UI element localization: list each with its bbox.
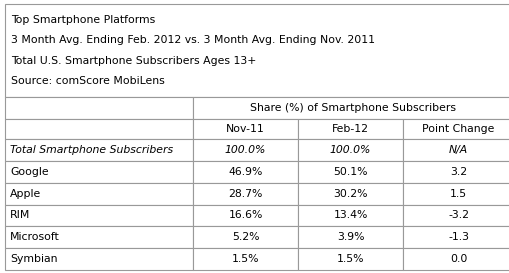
Text: 5.2%: 5.2% bbox=[232, 232, 259, 242]
Bar bbox=[193, 248, 298, 270]
Bar bbox=[5, 183, 193, 204]
Text: 1.5%: 1.5% bbox=[337, 254, 364, 264]
Bar bbox=[193, 226, 298, 248]
Bar bbox=[193, 97, 509, 119]
Text: 1.5: 1.5 bbox=[450, 189, 467, 198]
Text: N/A: N/A bbox=[449, 145, 468, 155]
Text: 3.2: 3.2 bbox=[450, 167, 467, 177]
Text: Total Smartphone Subscribers: Total Smartphone Subscribers bbox=[10, 145, 173, 155]
Bar bbox=[298, 226, 403, 248]
Bar bbox=[193, 183, 298, 204]
Text: 13.4%: 13.4% bbox=[333, 210, 367, 220]
Text: Feb-12: Feb-12 bbox=[332, 124, 369, 134]
Bar bbox=[403, 183, 509, 204]
Text: 30.2%: 30.2% bbox=[333, 189, 367, 198]
Text: RIM: RIM bbox=[10, 210, 31, 220]
Bar bbox=[403, 161, 509, 183]
Bar bbox=[298, 204, 403, 226]
Text: Share (%) of Smartphone Subscribers: Share (%) of Smartphone Subscribers bbox=[250, 103, 457, 113]
Text: 16.6%: 16.6% bbox=[229, 210, 263, 220]
Text: Point Change: Point Change bbox=[422, 124, 495, 134]
Text: Apple: Apple bbox=[10, 189, 41, 198]
Bar bbox=[5, 4, 509, 97]
Text: 100.0%: 100.0% bbox=[225, 145, 266, 155]
Bar bbox=[193, 139, 298, 161]
Bar bbox=[5, 248, 193, 270]
Bar bbox=[403, 226, 509, 248]
Text: Symbian: Symbian bbox=[10, 254, 58, 264]
Text: Top Smartphone Platforms: Top Smartphone Platforms bbox=[11, 15, 155, 25]
Text: 28.7%: 28.7% bbox=[229, 189, 263, 198]
Bar bbox=[403, 139, 509, 161]
Bar bbox=[403, 119, 509, 139]
Bar bbox=[5, 139, 193, 161]
Text: 0.0: 0.0 bbox=[450, 254, 467, 264]
Text: Microsoft: Microsoft bbox=[10, 232, 60, 242]
Text: Total U.S. Smartphone Subscribers Ages 13+: Total U.S. Smartphone Subscribers Ages 1… bbox=[11, 56, 257, 66]
Text: Google: Google bbox=[10, 167, 49, 177]
Text: 100.0%: 100.0% bbox=[330, 145, 371, 155]
Bar bbox=[5, 119, 193, 139]
Text: 50.1%: 50.1% bbox=[333, 167, 367, 177]
Bar bbox=[5, 161, 193, 183]
Bar bbox=[298, 248, 403, 270]
Text: 46.9%: 46.9% bbox=[229, 167, 263, 177]
Bar bbox=[5, 97, 193, 119]
Text: 1.5%: 1.5% bbox=[232, 254, 259, 264]
Text: Source: comScore MobiLens: Source: comScore MobiLens bbox=[11, 76, 165, 86]
Bar bbox=[298, 161, 403, 183]
Text: -3.2: -3.2 bbox=[448, 210, 469, 220]
Bar bbox=[403, 204, 509, 226]
Bar bbox=[5, 226, 193, 248]
Bar bbox=[193, 204, 298, 226]
Text: 3.9%: 3.9% bbox=[337, 232, 364, 242]
Bar bbox=[193, 161, 298, 183]
Bar bbox=[403, 248, 509, 270]
Bar bbox=[298, 139, 403, 161]
Bar bbox=[5, 204, 193, 226]
Bar bbox=[193, 119, 298, 139]
Text: 3 Month Avg. Ending Feb. 2012 vs. 3 Month Avg. Ending Nov. 2011: 3 Month Avg. Ending Feb. 2012 vs. 3 Mont… bbox=[11, 35, 375, 45]
Text: -1.3: -1.3 bbox=[448, 232, 469, 242]
Bar bbox=[298, 183, 403, 204]
Bar bbox=[298, 119, 403, 139]
Text: Nov-11: Nov-11 bbox=[226, 124, 265, 134]
